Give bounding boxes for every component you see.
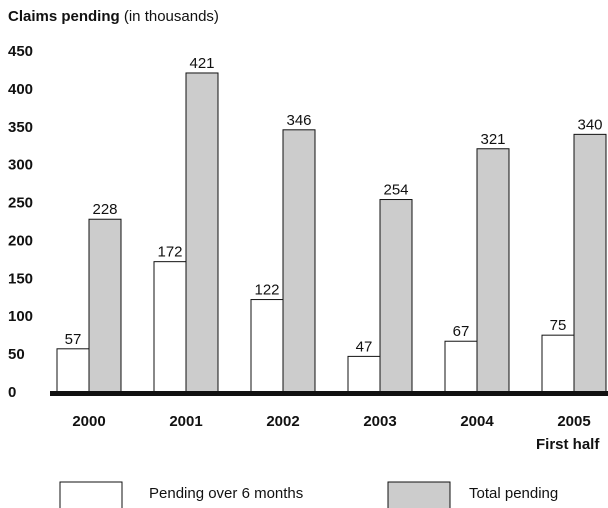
y-tick-label-150: 150 <box>8 270 33 287</box>
legend-swatch-total-pending <box>387 481 451 508</box>
x-tick-label-2002: 2002 <box>266 413 299 430</box>
y-tick-label-400: 400 <box>8 81 33 98</box>
legend-swatch-pending-over-6-months <box>59 481 123 508</box>
data-label-total-pending-2001: 421 <box>189 55 214 72</box>
chart-title-main: Claims pending <box>8 8 120 25</box>
x-tick-label-2004: 2004 <box>460 413 494 430</box>
legend-label-pending-over-6-months: Pending over 6 months <box>149 485 303 502</box>
data-label-total-pending-2002: 346 <box>286 112 311 129</box>
x-tick-label-2005: 2005 <box>557 413 590 430</box>
x-tick-label-2001: 2001 <box>169 413 202 430</box>
y-tick-label-100: 100 <box>8 308 33 325</box>
x-tick-label-2003: 2003 <box>363 413 396 430</box>
bar-pending-over-6-months-2005 <box>541 334 575 393</box>
data-label-pending-over-6-months-2002: 122 <box>254 282 279 299</box>
data-label-pending-over-6-months-2000: 57 <box>65 331 82 348</box>
data-label-total-pending-2004: 321 <box>480 131 505 148</box>
bar-total-pending-2001 <box>185 72 219 393</box>
bar-total-pending-2000 <box>88 218 122 393</box>
y-tick-label-0: 0 <box>8 384 16 401</box>
x-tick-label-2000: 2000 <box>72 413 105 430</box>
chart-title: Claims pending (in thousands) <box>8 8 219 25</box>
bar-pending-over-6-months-2004 <box>444 340 478 393</box>
bar-total-pending-2004 <box>476 148 510 393</box>
y-tick-label-50: 50 <box>8 346 25 363</box>
bar-total-pending-2003 <box>379 199 413 393</box>
x-tick-sublabel-2005: First half <box>536 436 600 453</box>
legend-label-total-pending: Total pending <box>469 485 558 502</box>
data-label-total-pending-2005: 340 <box>577 116 602 133</box>
data-label-total-pending-2003: 254 <box>383 182 408 199</box>
y-tick-label-350: 350 <box>8 119 33 136</box>
y-tick-label-200: 200 <box>8 232 33 249</box>
bar-total-pending-2002 <box>282 129 316 393</box>
data-label-total-pending-2000: 228 <box>92 201 117 218</box>
bar-pending-over-6-months-2000 <box>56 348 90 393</box>
bar-total-pending-2005 <box>573 133 607 393</box>
data-label-pending-over-6-months-2001: 172 <box>157 244 182 261</box>
y-tick-label-250: 250 <box>8 195 33 212</box>
bar-pending-over-6-months-2003 <box>347 355 381 393</box>
data-label-pending-over-6-months-2004: 67 <box>453 323 470 340</box>
x-axis-baseline <box>50 391 608 396</box>
data-label-pending-over-6-months-2005: 75 <box>550 317 567 334</box>
chart-title-suffix: (in thousands) <box>123 8 219 25</box>
y-tick-label-450: 450 <box>8 43 33 60</box>
y-tick-label-300: 300 <box>8 157 33 174</box>
data-label-pending-over-6-months-2003: 47 <box>356 338 373 355</box>
bar-pending-over-6-months-2001 <box>153 261 187 393</box>
bar-pending-over-6-months-2002 <box>250 299 284 393</box>
